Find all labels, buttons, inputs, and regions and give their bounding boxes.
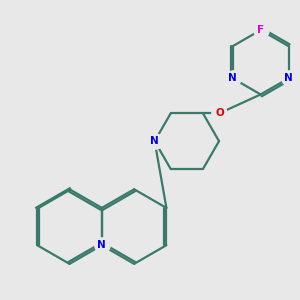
Text: N: N	[150, 136, 159, 146]
Text: N: N	[284, 73, 293, 83]
Text: F: F	[257, 25, 264, 35]
Text: N: N	[98, 240, 106, 250]
Text: N: N	[228, 73, 237, 83]
Text: O: O	[215, 108, 224, 118]
